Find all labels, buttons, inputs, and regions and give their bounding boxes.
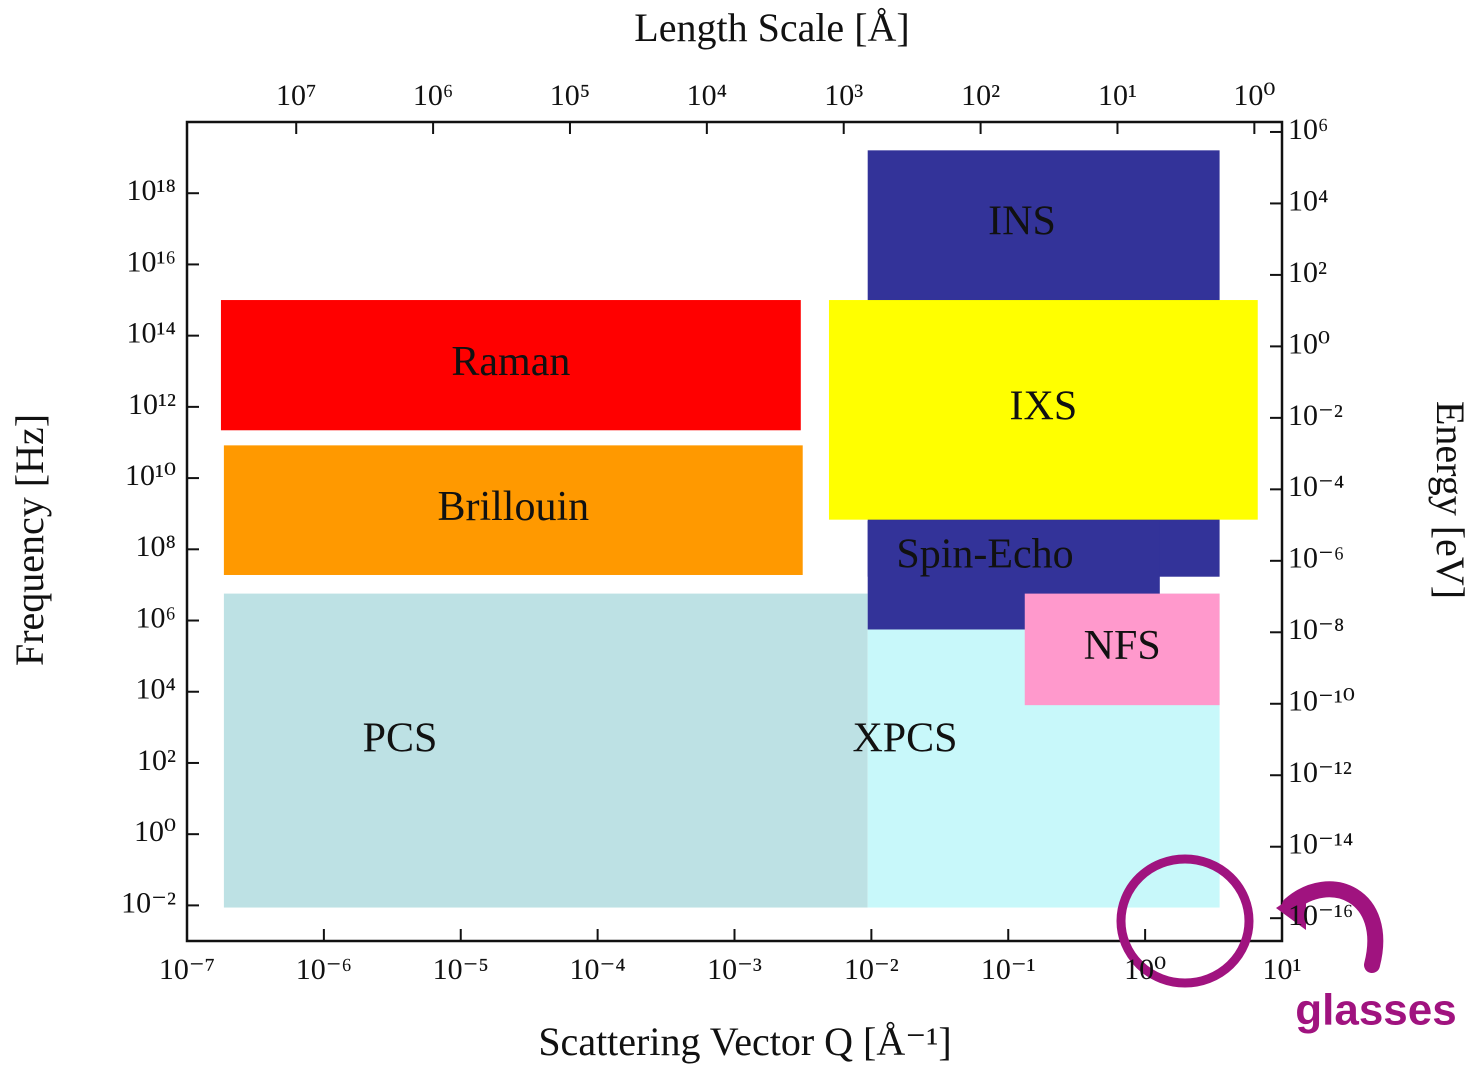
y-tick-label: 10⁶: [136, 601, 176, 634]
region-label: PCS: [363, 716, 438, 762]
y2-tick-label: 10⁻¹⁴: [1288, 828, 1353, 861]
x-tick-label: 10⁻¹: [981, 953, 1036, 986]
y2-axis-label: Energy [eV]: [1428, 401, 1473, 599]
x-tick-label: 10⁻⁴: [569, 953, 625, 986]
regions: [220, 150, 1258, 908]
y-tick-label: 10¹⁶: [127, 245, 176, 278]
x-tick-label: 10⁻³: [707, 953, 762, 986]
y2-tick-label: 10⁻¹⁰: [1288, 685, 1355, 718]
x-tick-label: 10⁻⁷: [159, 953, 215, 986]
y-tick-label: 10⁸: [136, 530, 176, 563]
x2-tick-label: 10⁷: [276, 79, 316, 112]
y-tick-label: 10¹⁸: [127, 174, 176, 207]
x-tick-label: 10⁻²: [844, 953, 899, 986]
region-label: Spin-Echo: [896, 532, 1073, 578]
y2-tick-label: 10⁻¹⁶: [1288, 899, 1353, 932]
highlight-circle: [1116, 854, 1254, 988]
region: [223, 593, 868, 908]
region-label: Raman: [451, 339, 570, 385]
y-tick-label: 10¹²: [128, 388, 176, 421]
y-tick-label: 10¹⁰: [125, 459, 176, 492]
y-axis-label: Frequency [Hz]: [7, 414, 52, 666]
region-label: Brillouin: [437, 484, 589, 530]
annotation: glasses: [1295, 986, 1456, 1035]
x2-tick-label: 10³: [824, 79, 863, 112]
y-tick-label: 10²: [137, 744, 176, 777]
region-label: NFS: [1084, 623, 1161, 669]
annotation-arrowhead: [1276, 888, 1306, 930]
x2-tick-label: 10⁶: [413, 79, 453, 112]
y2-tick-label: 10⁻⁸: [1288, 613, 1344, 646]
y2-tick-label: 10⁻⁴: [1288, 470, 1344, 503]
x2-tick-label: 10¹: [1098, 79, 1137, 112]
region: [1024, 593, 1220, 706]
y2-tick-label: 10⁻¹²: [1288, 756, 1352, 789]
x-tick-label: 10¹: [1263, 953, 1302, 986]
y-tick-label: 10¹⁴: [127, 317, 176, 350]
y-tick-label: 10⁴: [136, 673, 176, 706]
x-tick-label: 10⁻⁵: [433, 953, 489, 986]
y2-tick-label: 10⁰: [1288, 327, 1330, 360]
region-label: IXS: [1010, 383, 1078, 429]
x2-tick-label: 10⁰: [1233, 79, 1275, 112]
region: [220, 300, 801, 431]
x2-tick-label: 10²: [961, 79, 1000, 112]
x2-axis-label: Length Scale [Å]: [634, 5, 909, 50]
y2-tick-label: 10⁻⁶: [1288, 542, 1344, 575]
y2-tick-label: 10⁻²: [1288, 399, 1343, 432]
y2-tick-label: 10⁶: [1288, 113, 1328, 146]
x-axis-label: Scattering Vector Q [Å⁻¹]: [538, 1019, 951, 1064]
x2-tick-label: 10⁵: [550, 79, 590, 112]
region-label: XPCS: [852, 716, 957, 762]
y-tick-label: 10⁻²: [121, 886, 176, 919]
y-tick-label: 10⁰: [134, 815, 176, 848]
x-tick-label: 10⁰: [1124, 953, 1166, 986]
region: [223, 445, 803, 575]
y2-tick-label: 10²: [1288, 256, 1327, 289]
region: [828, 300, 1258, 520]
x2-tick-label: 10⁴: [687, 79, 727, 112]
x-tick-label: 10⁻⁶: [296, 953, 352, 986]
y2-tick-label: 10⁴: [1288, 184, 1328, 217]
region-label: INS: [988, 199, 1056, 245]
